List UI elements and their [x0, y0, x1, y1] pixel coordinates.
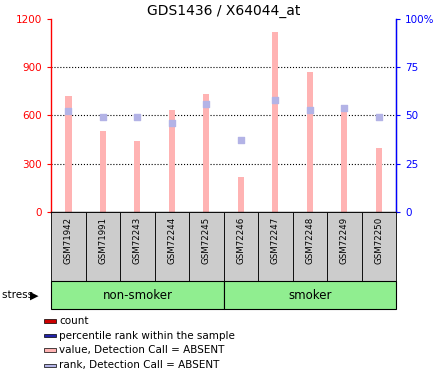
- Bar: [51, 212, 85, 281]
- Bar: [362, 212, 396, 281]
- Text: GSM72246: GSM72246: [236, 217, 245, 264]
- Bar: [134, 141, 141, 212]
- Bar: [189, 212, 224, 281]
- Bar: [203, 94, 210, 212]
- Text: GSM72247: GSM72247: [271, 217, 280, 264]
- Bar: [44, 334, 56, 337]
- Bar: [293, 212, 327, 281]
- Bar: [86, 212, 120, 281]
- Text: GSM72245: GSM72245: [202, 217, 211, 264]
- Point: [375, 114, 382, 120]
- Text: GSM71991: GSM71991: [98, 217, 107, 264]
- Point: [341, 105, 348, 111]
- Bar: [120, 212, 155, 281]
- Text: value, Detection Call = ABSENT: value, Detection Call = ABSENT: [59, 345, 224, 355]
- Title: GDS1436 / X64044_at: GDS1436 / X64044_at: [147, 4, 300, 18]
- Bar: [307, 72, 313, 212]
- Point: [237, 137, 244, 143]
- Text: GSM72250: GSM72250: [374, 217, 383, 264]
- Bar: [100, 131, 106, 212]
- Text: smoker: smoker: [288, 289, 332, 302]
- Text: GSM72248: GSM72248: [305, 217, 314, 264]
- Point: [306, 106, 313, 112]
- Point: [99, 114, 106, 120]
- Text: stress: stress: [2, 290, 36, 300]
- Point: [134, 114, 141, 120]
- Bar: [224, 281, 396, 309]
- Bar: [258, 212, 293, 281]
- Text: count: count: [59, 316, 89, 326]
- Bar: [44, 348, 56, 352]
- Bar: [155, 212, 189, 281]
- Bar: [51, 281, 224, 309]
- Text: percentile rank within the sample: percentile rank within the sample: [59, 330, 235, 340]
- Text: GSM72243: GSM72243: [133, 217, 142, 264]
- Bar: [224, 212, 258, 281]
- Text: GSM72244: GSM72244: [167, 217, 176, 264]
- Bar: [169, 111, 175, 212]
- Bar: [376, 147, 382, 212]
- Text: non-smoker: non-smoker: [102, 289, 172, 302]
- Bar: [44, 319, 56, 322]
- Bar: [327, 212, 362, 281]
- Point: [65, 108, 72, 114]
- Bar: [238, 177, 244, 212]
- Bar: [272, 32, 279, 212]
- Text: rank, Detection Call = ABSENT: rank, Detection Call = ABSENT: [59, 360, 219, 370]
- Point: [272, 97, 279, 103]
- Bar: [65, 96, 72, 212]
- Text: GSM71942: GSM71942: [64, 217, 73, 264]
- Text: ▶: ▶: [30, 290, 39, 300]
- Bar: [44, 364, 56, 367]
- Point: [203, 101, 210, 107]
- Point: [168, 120, 175, 126]
- Bar: [341, 107, 348, 212]
- Text: GSM72249: GSM72249: [340, 217, 349, 264]
